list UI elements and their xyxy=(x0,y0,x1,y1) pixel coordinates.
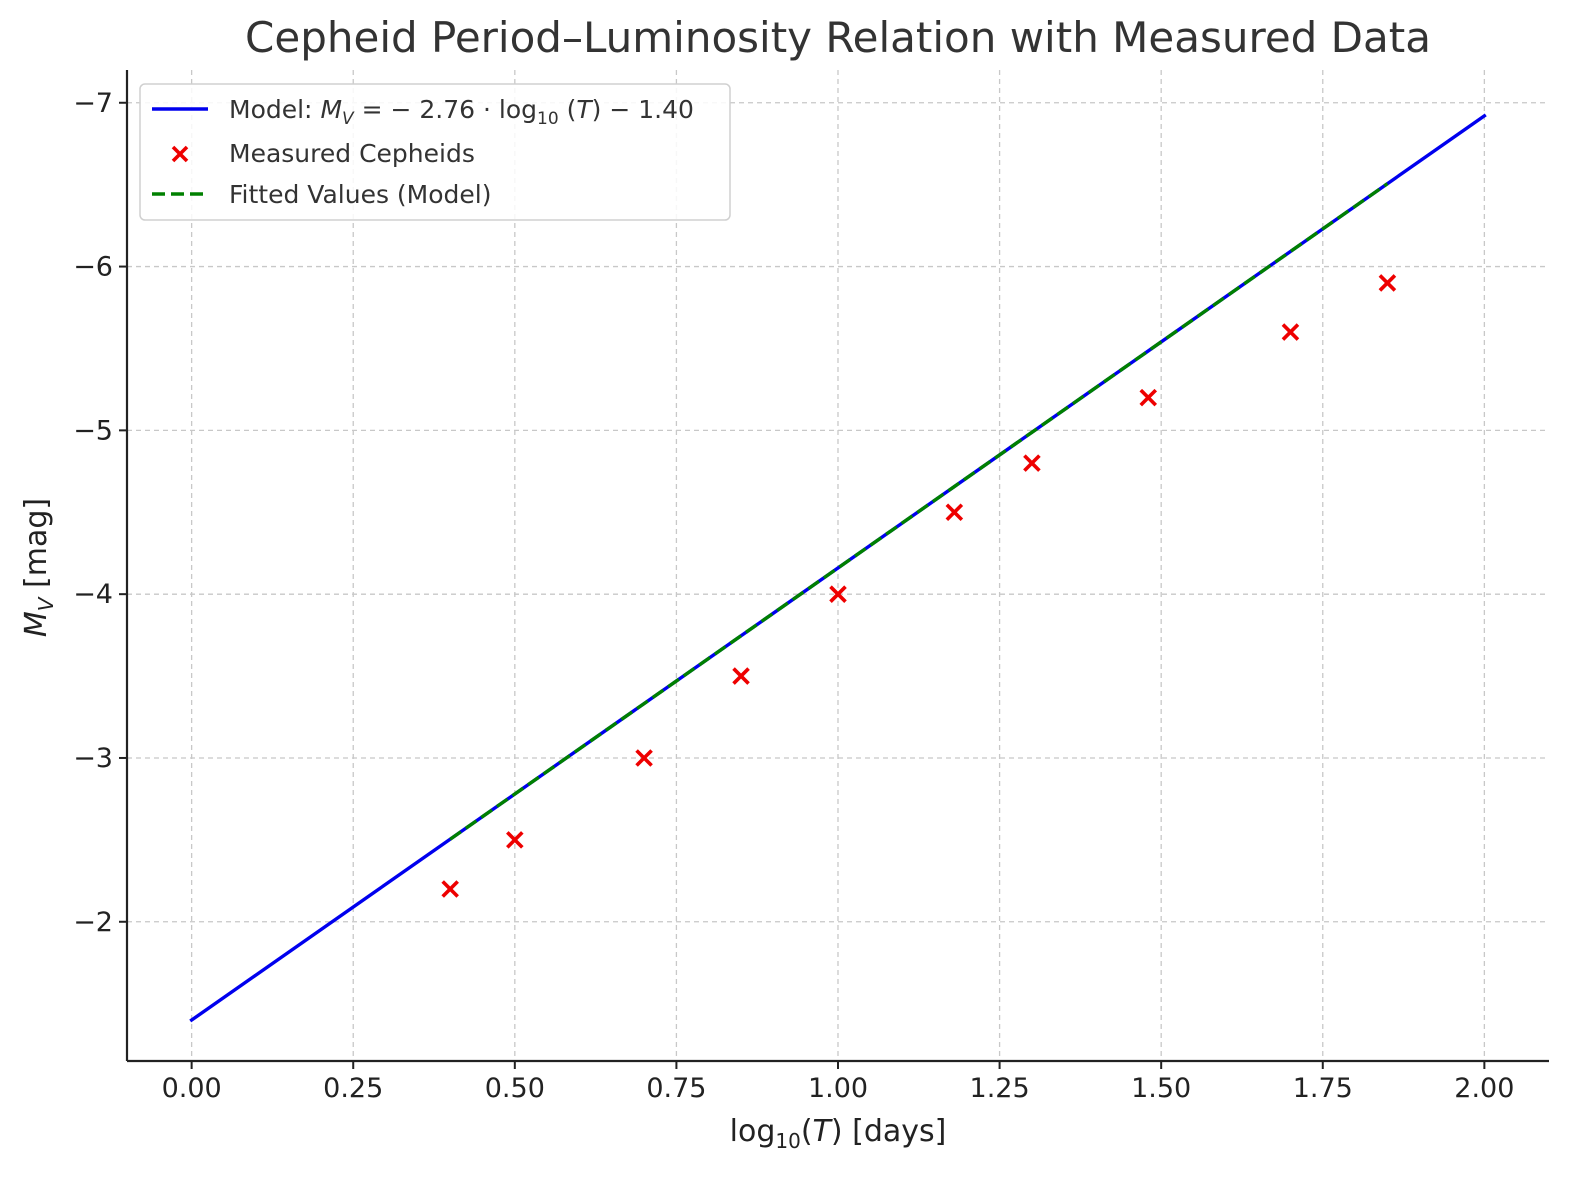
x-axis-label-prefix: log xyxy=(730,1114,776,1149)
legend-fitted-label: Fitted Values (Model) xyxy=(229,180,492,209)
axes: 0.00 0.25 0.50 0.75 1.00 1.25 1.50 1.75 2.00 −2 −3… xyxy=(19,70,1549,1153)
y-axis-label-subscript: V xyxy=(34,596,58,611)
legend-box xyxy=(139,83,731,221)
y-tick-label: −5 xyxy=(73,415,113,446)
y-axis-label-suffix: [mag] xyxy=(19,498,54,598)
x-marker-stroke xyxy=(1281,323,1300,341)
x-tick-label: 1.50 xyxy=(1131,1073,1191,1104)
y-tick-label: −3 xyxy=(73,743,113,774)
legend-measured-swatch xyxy=(171,145,189,163)
measured-cepheid-point xyxy=(1023,454,1041,472)
x-axis-label-paren: ( xyxy=(801,1114,813,1149)
x-tick-label: 1.75 xyxy=(1293,1073,1353,1104)
x-marker-stroke xyxy=(1139,388,1158,407)
measured-cepheid-point xyxy=(945,503,964,522)
legend-measured-label: Measured Cepheids xyxy=(229,139,475,168)
legend-model-var: M xyxy=(320,95,342,124)
x-tick-label: 1.25 xyxy=(970,1073,1030,1104)
legend: Model: MV = − 2.76 · log10 (T) − 1.40 Mea… xyxy=(139,83,731,221)
x-marker-stroke xyxy=(829,585,847,603)
legend-model-tail: ) − 1.40 xyxy=(592,95,694,124)
x-tick-label: 1.00 xyxy=(808,1073,868,1104)
legend-model-paren: ( xyxy=(559,95,577,124)
legend-model-text: Model: xyxy=(229,95,320,124)
x-axis-label: log10(T) [days] xyxy=(730,1114,947,1153)
x-marker-stroke xyxy=(506,831,524,849)
x-marker-stroke xyxy=(441,880,459,898)
y-axis-label-variable: M xyxy=(19,611,54,637)
y-axis-label-group: MV [mag] xyxy=(19,498,58,637)
y-tick-label: −7 xyxy=(73,88,113,119)
y-tick-label: −2 xyxy=(73,907,113,938)
y-tick-label: −4 xyxy=(73,579,113,610)
x-tick-label: 0.75 xyxy=(646,1073,706,1104)
x-marker-stroke xyxy=(945,503,964,522)
legend-model-sub2: 10 xyxy=(537,109,559,129)
x-marker-stroke xyxy=(732,667,750,685)
legend-model-var2: T xyxy=(576,95,593,124)
x-axis-label-subscript: 10 xyxy=(775,1129,800,1153)
legend-model-label: Model: MV = − 2.76 · log10 (T) − 1.40 xyxy=(229,95,694,129)
measured-cepheid-point xyxy=(506,831,524,849)
x-tick-label: 0.25 xyxy=(323,1073,383,1104)
measured-cepheid-point xyxy=(441,880,459,898)
grid-lines xyxy=(127,70,1549,1061)
fitted-values-line xyxy=(449,182,1389,841)
legend-model-eq: = − 2.76 · log xyxy=(354,95,537,124)
x-marker-stroke xyxy=(1378,274,1397,292)
x-tick-label: 2.00 xyxy=(1454,1073,1514,1104)
measured-cepheid-point xyxy=(1281,323,1300,341)
x-axis-label-suffix: ) [days] xyxy=(831,1114,946,1149)
chart-title: Cepheid Period–Luminosity Relation with … xyxy=(245,13,1431,62)
measured-cepheid-point xyxy=(635,749,653,767)
x-tick-label: 0.50 xyxy=(485,1073,545,1104)
measured-cepheid-point xyxy=(732,667,750,685)
x-tick-label: 0.00 xyxy=(162,1073,222,1104)
y-axis-label: MV [mag] xyxy=(19,498,58,637)
measured-cepheid-point xyxy=(1139,388,1158,407)
x-marker-stroke xyxy=(1023,454,1041,472)
y-tick-label: −6 xyxy=(73,252,113,283)
x-marker-stroke xyxy=(635,749,653,767)
x-marker-stroke xyxy=(171,145,189,163)
measured-cepheid-point xyxy=(829,585,847,603)
measured-cepheid-point xyxy=(1378,274,1397,292)
plot-area xyxy=(189,113,1487,1023)
legend-model-sub: V xyxy=(342,109,355,129)
x-axis-label-variable: T xyxy=(813,1114,834,1149)
